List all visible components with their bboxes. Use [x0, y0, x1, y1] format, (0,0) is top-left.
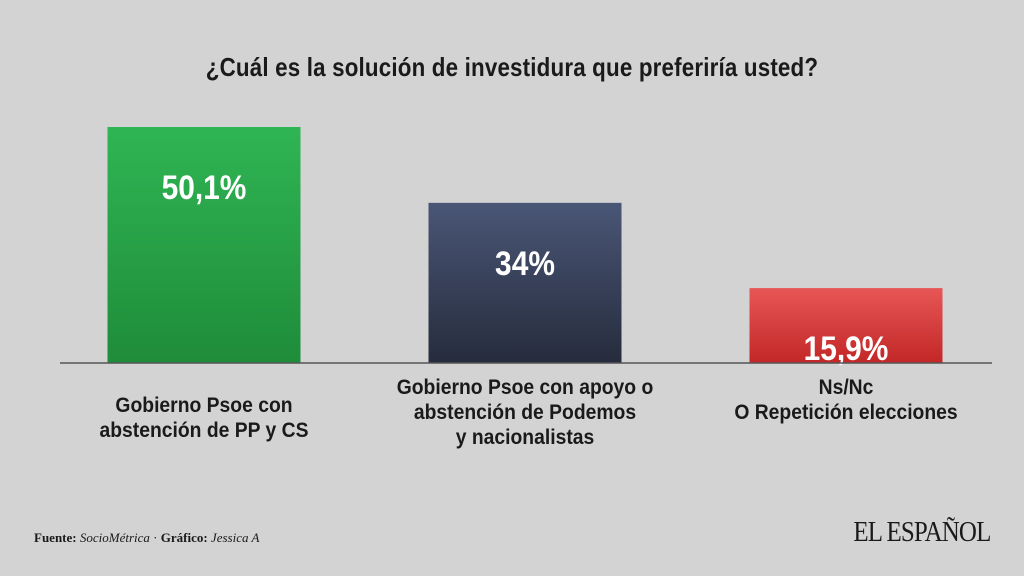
bar-value-label-1: 50,1% [162, 168, 247, 206]
footer-separator: · [153, 530, 158, 545]
chart-title: ¿Cuál es la solución de investidura que … [205, 52, 819, 82]
category-label-3: Ns/Nc O Repetición elecciones [734, 376, 958, 424]
bar-3 [749, 288, 943, 363]
source-label: Fuente: [34, 530, 77, 545]
source-credit: Fuente: SocioMétrica · Gráfico: Jessica … [34, 530, 259, 546]
graphic-label: Gráfico: [160, 530, 208, 545]
source-value: SocioMétrica [79, 530, 150, 545]
bar-2 [428, 202, 622, 363]
brand-logo: EL ESPAÑOL [852, 516, 991, 548]
graphic-value: Jessica A [210, 530, 260, 545]
bar-value-label-3: 15,9% [804, 329, 889, 367]
category-label-2: Gobierno Psoe con apoyo o abstención de … [396, 376, 654, 449]
bar-value-label-2: 34% [495, 244, 555, 282]
bar-1 [107, 127, 301, 363]
category-label-1: Gobierno Psoe con abstención de PP y CS [99, 394, 309, 442]
